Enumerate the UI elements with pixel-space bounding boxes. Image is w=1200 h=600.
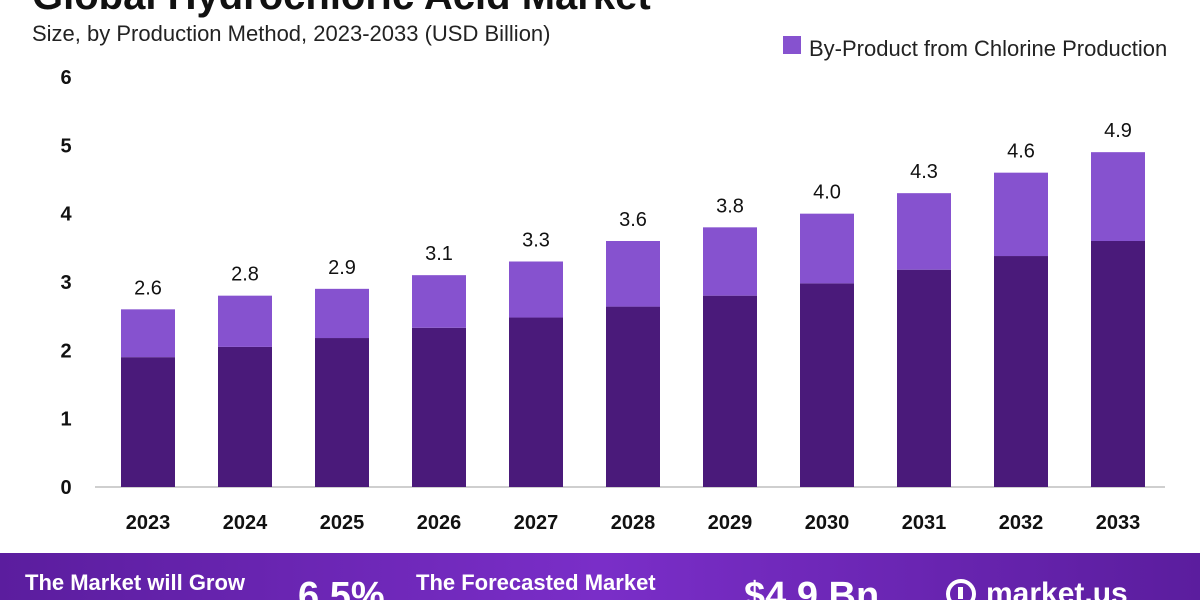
- bar-segment-by-product: [121, 309, 175, 358]
- legend-swatch: [783, 36, 801, 54]
- data-label: 3.6: [619, 209, 647, 231]
- bar-segment-by-product: [315, 288, 369, 339]
- x-tick-label: 2026: [417, 512, 462, 534]
- chart-title: Global Hydrochloric Acid Market: [32, 0, 651, 19]
- data-label: 2.8: [231, 264, 259, 286]
- legend-label: By-Product from Chlorine Production: [809, 36, 1168, 61]
- y-tick-label: 3: [60, 272, 71, 294]
- data-label: 4.9: [1104, 120, 1132, 142]
- bar-segment-by-product: [897, 193, 951, 270]
- data-label: 4.0: [813, 182, 841, 204]
- bar-segment-primary: [412, 327, 466, 487]
- x-tick-label: 2028: [611, 512, 656, 534]
- bar-chart: 0 1 2 3 4 5 6 2.6 2023 2.8 2024 2.9 2025 3.1 2026 3.3 20…: [60, 67, 1165, 534]
- y-tick-label: 2: [60, 340, 71, 362]
- y-tick-label: 1: [60, 409, 71, 431]
- market-us-logo: market.us: [946, 577, 1128, 600]
- y-tick-label: 5: [60, 135, 71, 157]
- x-tick-label: 2023: [126, 512, 171, 534]
- data-label: 3.1: [425, 243, 453, 265]
- bar-segment-by-product: [1091, 152, 1145, 241]
- footer-banner: The Market will Grow 6.5% The Forecasted…: [0, 553, 1200, 600]
- bar-segment-by-product: [509, 261, 563, 318]
- bar-segment-by-product: [994, 172, 1048, 257]
- footer-forecast-label: The Forecasted Market: [416, 570, 656, 595]
- bar-segment-by-product: [800, 213, 854, 284]
- bar-segment-primary: [509, 317, 563, 487]
- x-tick-label: 2025: [320, 512, 365, 534]
- bar-segment-primary: [1091, 241, 1145, 487]
- x-tick-label: 2029: [708, 512, 753, 534]
- bar-segment-primary: [897, 269, 951, 487]
- bar-segment-primary: [315, 338, 369, 487]
- bar-segment-primary: [994, 256, 1048, 487]
- market-us-logo-icon: [946, 579, 976, 600]
- bar-segment-primary: [606, 306, 660, 487]
- data-label: 2.6: [134, 277, 162, 299]
- data-label: 4.3: [910, 161, 938, 183]
- x-tick-label: 2027: [514, 512, 559, 534]
- footer-grow-label: The Market will Grow: [25, 570, 246, 595]
- y-tick-label: 0: [60, 477, 71, 499]
- bar-segment-by-product: [606, 241, 660, 307]
- data-label: 3.8: [716, 195, 744, 217]
- data-label: 4.6: [1007, 141, 1035, 163]
- chart-subtitle: Size, by Production Method, 2023-2033 (U…: [32, 21, 551, 46]
- y-tick-label: 4: [60, 204, 72, 226]
- x-tick-label: 2031: [902, 512, 947, 534]
- bar-segment-primary: [218, 346, 272, 487]
- bar-segment-by-product: [412, 275, 466, 328]
- x-tick-label: 2024: [223, 512, 268, 534]
- footer-forecast-value: $4.9 Bn: [744, 575, 880, 600]
- bar-segment-primary: [121, 357, 175, 487]
- x-tick-label: 2030: [805, 512, 850, 534]
- bar-segment-primary: [800, 283, 854, 487]
- data-label: 2.9: [328, 257, 356, 279]
- bar-segment-by-product: [218, 295, 272, 347]
- data-label: 3.3: [522, 230, 550, 252]
- y-tick-label: 6: [60, 67, 71, 89]
- chart-legend: By-Product from Chlorine Production: [783, 30, 1183, 67]
- x-tick-label: 2033: [1096, 512, 1141, 534]
- footer-cagr-value: 6.5%: [298, 575, 385, 600]
- logo-text: market.us: [986, 577, 1128, 600]
- x-tick-label: 2032: [999, 512, 1044, 534]
- bar-segment-primary: [703, 295, 757, 487]
- bar-segment-by-product: [703, 227, 757, 296]
